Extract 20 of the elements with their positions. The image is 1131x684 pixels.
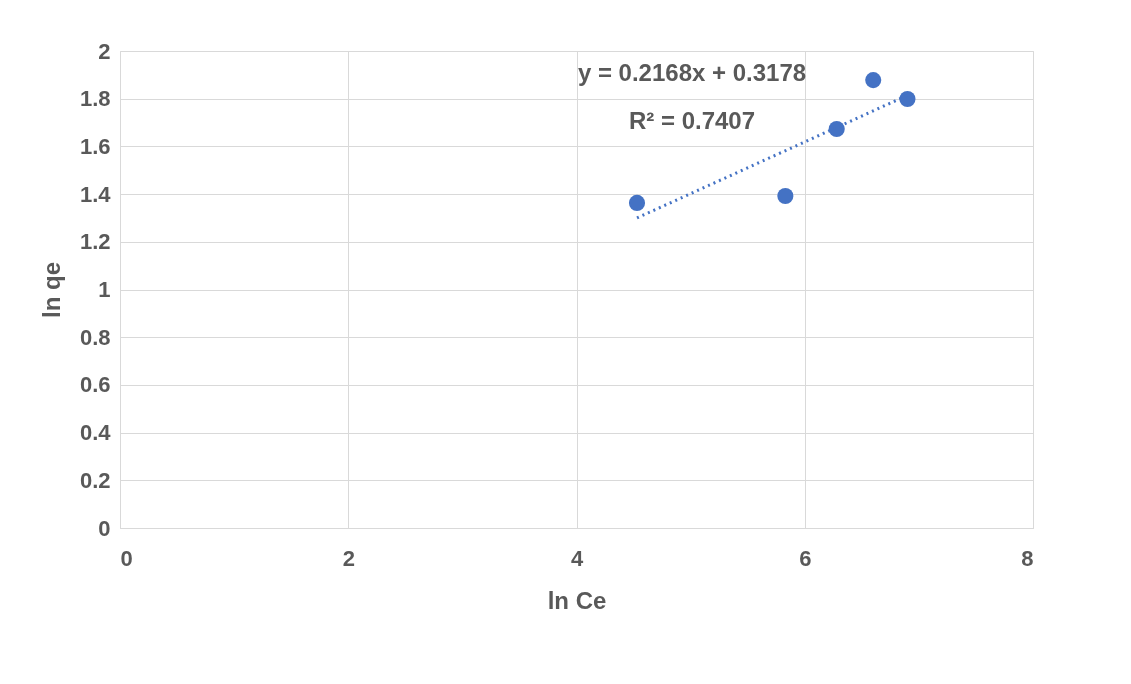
annotation: R² = 0.7407 bbox=[628, 107, 756, 134]
x-tick-label: 4 bbox=[570, 545, 584, 571]
x-tick-label: 6 bbox=[799, 545, 812, 571]
y-tick-label: 2 bbox=[98, 38, 111, 64]
y-tick-label: 0.4 bbox=[79, 420, 112, 446]
x-tick-label: 2 bbox=[342, 545, 355, 571]
y-tick-label: 0.2 bbox=[79, 467, 111, 493]
y-tick-label: 1.8 bbox=[79, 86, 111, 112]
y-tick-label: 0 bbox=[98, 515, 111, 541]
y-tick-label: 1.4 bbox=[79, 181, 112, 207]
y-tick-label: 0.6 bbox=[79, 372, 111, 398]
y-tick-label: 1.2 bbox=[79, 229, 111, 255]
x-axis-title: ln Ce bbox=[547, 586, 607, 614]
x-tick-label: 0 bbox=[120, 545, 133, 571]
y-tick-label: 0.8 bbox=[79, 324, 111, 350]
y-axis-title: ln qe bbox=[37, 261, 65, 319]
y-tick-label: 1.6 bbox=[79, 133, 111, 159]
annotation: y = 0.2168x + 0.3178 bbox=[577, 59, 807, 86]
y-tick-label: 1 bbox=[98, 277, 111, 302]
x-tick-label: 8 bbox=[1021, 545, 1034, 571]
